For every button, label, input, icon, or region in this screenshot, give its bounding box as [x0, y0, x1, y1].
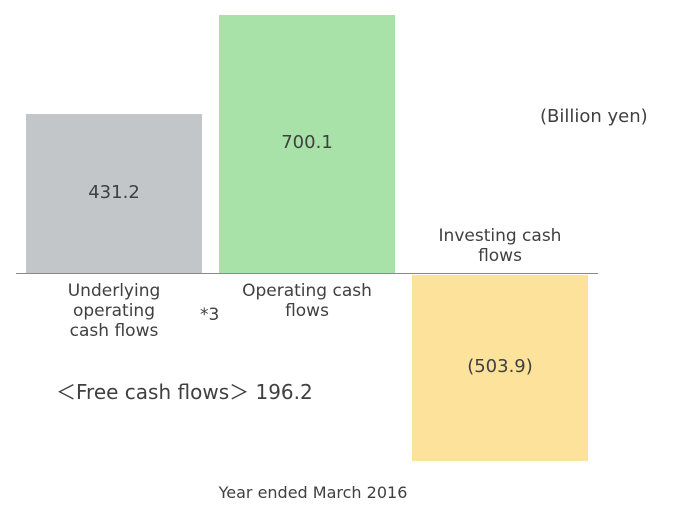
- bar: [412, 275, 588, 461]
- free-cash-flow-value: 196.2: [255, 380, 313, 404]
- baseline: [16, 273, 598, 274]
- free-cash-flow-label: ＜Free cash flows＞: [56, 380, 250, 404]
- category-label: Underlying operating cash flows: [67, 281, 161, 341]
- bar: [219, 15, 395, 273]
- value-label: 431.2: [88, 181, 140, 203]
- bar: [26, 114, 202, 273]
- unit-label: (Billion yen): [540, 106, 648, 127]
- free-cash-flow: ＜Free cash flows＞ 196.2: [56, 376, 313, 405]
- value-label: 700.1: [281, 132, 333, 153]
- category-label: Investing cash flows: [438, 226, 562, 266]
- footnote-mark: *3: [200, 305, 220, 325]
- category-label: Operating cash flows: [242, 281, 372, 321]
- x-axis-label: Year ended March 2016: [218, 483, 408, 502]
- value-label: (503.9): [467, 355, 533, 377]
